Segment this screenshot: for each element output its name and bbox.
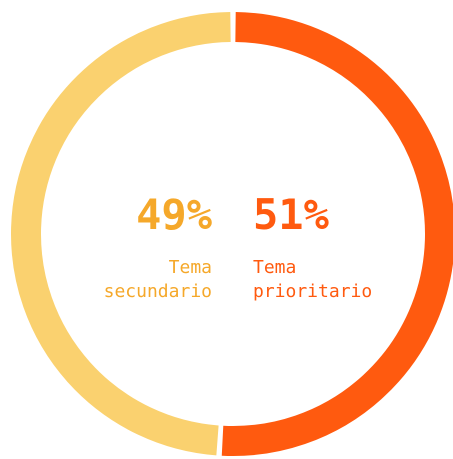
value-label: 49%: [136, 190, 212, 239]
donut-segment: [11, 12, 231, 456]
category-label: Tema prioritario: [253, 257, 373, 302]
category-label: Tema secundario: [103, 257, 212, 302]
value-label: 51%: [253, 190, 329, 239]
donut-segment: [221, 12, 453, 456]
